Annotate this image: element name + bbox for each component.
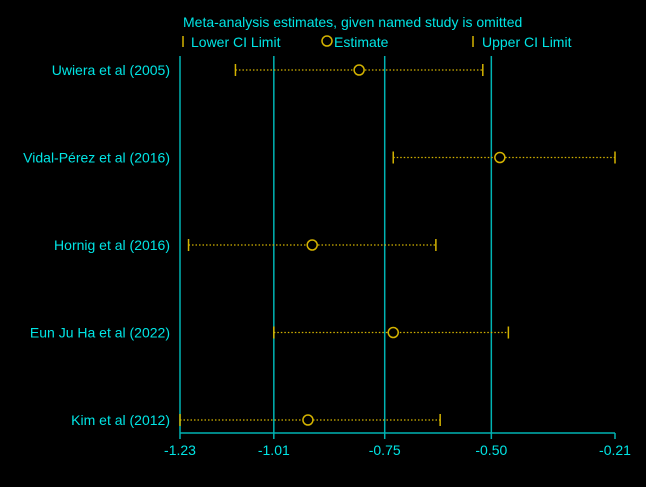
study-label: Kim et al (2012) bbox=[71, 412, 170, 428]
study-row: Hornig et al (2016) bbox=[54, 237, 437, 253]
estimate-marker bbox=[387, 326, 399, 339]
study-row: Uwiera et al (2005) bbox=[52, 62, 484, 78]
study-row: Eun Ju Ha et al (2022) bbox=[30, 325, 510, 341]
study-row: Kim et al (2012) bbox=[71, 412, 441, 428]
x-axis-tick-label-3: -0.50 bbox=[475, 442, 507, 458]
estimate-marker bbox=[494, 151, 506, 164]
legend-upper-ci-label: Upper CI Limit bbox=[482, 34, 572, 50]
chart-title: Meta-analysis estimates, given named stu… bbox=[183, 14, 522, 30]
study-row: Vidal-Pérez et al (2016) bbox=[23, 150, 616, 166]
estimate-marker bbox=[302, 414, 314, 426]
legend-estimate-marker bbox=[321, 35, 333, 47]
estimate-marker bbox=[306, 239, 318, 251]
estimate-marker bbox=[353, 64, 365, 76]
x-axis-tick-label-4: -0.21 bbox=[599, 442, 631, 458]
study-label: Eun Ju Ha et al (2022) bbox=[30, 325, 170, 341]
x-axis-tick-label-2: -0.75 bbox=[369, 442, 401, 458]
chart-legend: Lower CI Limit Estimate Upper CI Limit bbox=[182, 34, 572, 50]
x-axis: -1.23 -1.01 -0.75 -0.50 -0.21 bbox=[164, 432, 631, 458]
legend-estimate-label: Estimate bbox=[334, 34, 389, 50]
x-axis-tick-label-0: -1.23 bbox=[164, 442, 196, 458]
study-rows: Uwiera et al (2005) Vidal-Pérez et al (20… bbox=[23, 62, 616, 428]
study-label: Vidal-Pérez et al (2016) bbox=[23, 150, 170, 166]
x-axis-tick-label-1: -1.01 bbox=[258, 442, 290, 458]
legend-lower-ci-label: Lower CI Limit bbox=[191, 34, 281, 50]
study-label: Uwiera et al (2005) bbox=[52, 62, 170, 78]
study-label: Hornig et al (2016) bbox=[54, 237, 170, 253]
